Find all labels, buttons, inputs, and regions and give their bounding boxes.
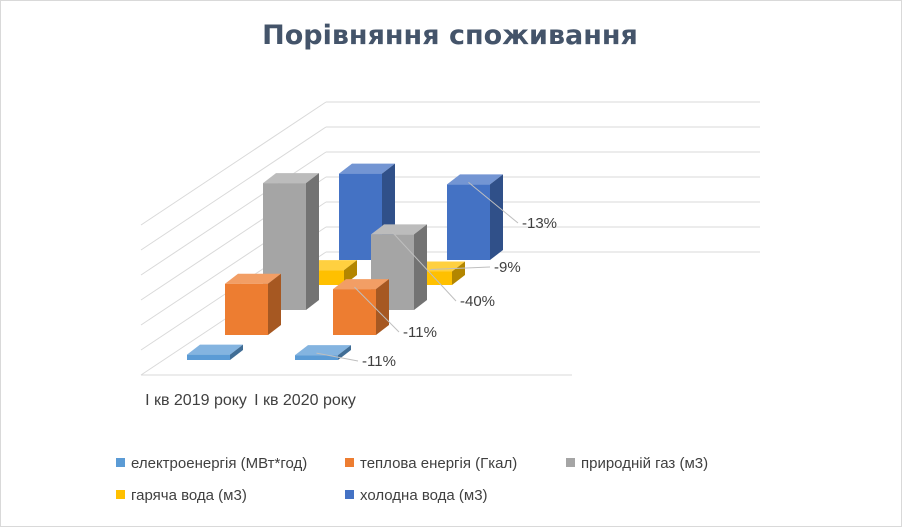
leader-line (392, 232, 457, 302)
legend-swatch (116, 458, 125, 467)
bar (447, 174, 503, 260)
bar (295, 345, 351, 360)
data-label: -40% (460, 293, 495, 310)
gridline (140, 126, 327, 251)
leader-line (468, 182, 519, 224)
bar-side-face (306, 173, 319, 310)
data-label: -11% (403, 324, 437, 341)
x-tick-label-2020: І кв 2020 року (254, 392, 356, 409)
legend-item-electricity: електроенергія (МВт*год) (116, 455, 307, 472)
bar-side-face (452, 261, 465, 285)
data-label: -9% (494, 259, 521, 276)
bar (225, 273, 281, 335)
bar-side-face (490, 174, 503, 260)
legend-label: електроенергія (МВт*год) (131, 455, 308, 472)
legend-label: природній газ (м3) (581, 455, 709, 472)
bar (371, 224, 427, 310)
legend-label: гаряча вода (м3) (131, 487, 247, 504)
bar-top-face (371, 224, 427, 235)
legend-swatch (345, 458, 354, 467)
bar-top-face (339, 163, 395, 174)
bar-front-face (333, 289, 376, 335)
bar-front-face (447, 184, 490, 260)
data-label: -13% (522, 215, 557, 232)
bar-front-face (295, 355, 338, 360)
legend-label: холодна вода (м3) (360, 487, 488, 504)
bar-top-face (447, 174, 503, 185)
legend-item-cold-water: холодна вода (м3) (345, 487, 488, 504)
bar-top-face (187, 344, 243, 355)
leader-line (430, 266, 491, 270)
leader-line (316, 352, 359, 362)
leader-line (354, 286, 400, 333)
legend-swatch (566, 458, 575, 467)
bar-top-face (225, 273, 281, 284)
data-labels: -11% -11% -40% -9% -13% (316, 182, 557, 370)
bar-side-face (268, 273, 281, 335)
bar-side-face (344, 260, 357, 285)
bar-top-face (263, 173, 319, 184)
bar-side-face (338, 345, 351, 360)
bars (187, 163, 503, 360)
chart-title: Порівняння споживання (262, 20, 638, 51)
bar-side-face (414, 224, 427, 310)
bar (333, 279, 389, 335)
x-tick-label-2019: І кв 2019 року (145, 392, 247, 409)
legend-swatch (116, 490, 125, 499)
bar-side-face (376, 279, 389, 335)
legend-item-gas: природній газ (м3) (566, 455, 708, 472)
bar (187, 344, 243, 360)
bar-side-face (230, 344, 243, 360)
gridline (140, 101, 327, 226)
legend-swatch (345, 490, 354, 499)
gridline (140, 151, 327, 276)
data-label: -11% (362, 353, 396, 370)
bar-top-face (333, 279, 389, 290)
bar-front-face (225, 283, 268, 335)
bar-front-face (187, 354, 230, 360)
legend-label: теплова енергія (Гкал) (360, 455, 518, 472)
bar-top-face (295, 345, 351, 356)
legend-item-heat: теплова енергія (Гкал) (345, 455, 517, 472)
legend-item-hot-water: гаряча вода (м3) (116, 487, 247, 504)
